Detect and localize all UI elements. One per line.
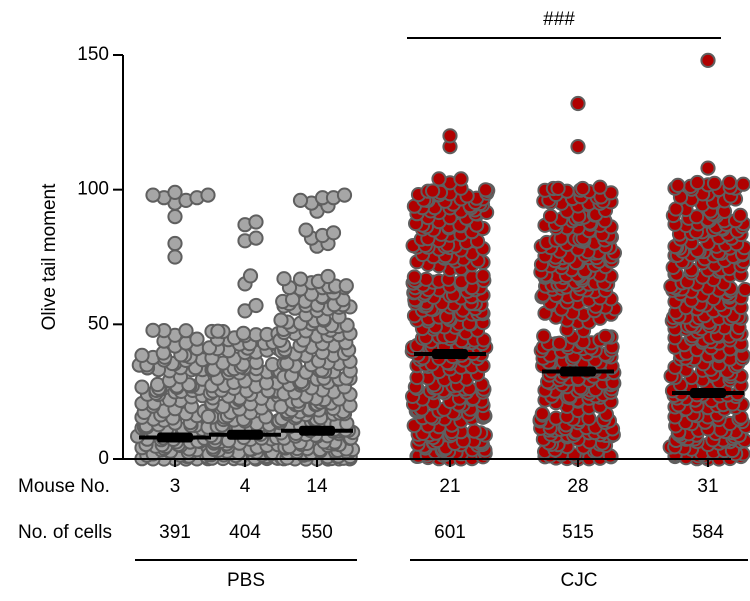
data-point	[273, 312, 289, 328]
mouse-number: 28	[567, 476, 588, 497]
data-point	[689, 209, 705, 225]
series-28	[532, 95, 623, 467]
median-layer	[139, 348, 744, 443]
data-point	[550, 180, 566, 196]
data-point	[248, 297, 264, 314]
significance-bracket: ###	[407, 9, 721, 39]
data-point	[570, 139, 586, 155]
cell-count: 601	[434, 522, 466, 543]
mouse-number: 14	[306, 476, 328, 497]
data-point	[575, 180, 591, 197]
cell-count: 404	[229, 522, 261, 543]
data-point	[597, 328, 614, 344]
data-point	[248, 214, 264, 230]
group-label-cjc: CJC	[561, 570, 598, 591]
points-layer	[130, 52, 750, 467]
mouse-number: 31	[697, 476, 718, 497]
x-axis	[123, 458, 731, 467]
mouse-number: 21	[439, 476, 460, 497]
median-ci-bar	[690, 388, 726, 399]
data-point	[210, 323, 226, 339]
data-point	[320, 268, 336, 285]
data-point	[406, 269, 422, 285]
data-point	[721, 174, 738, 190]
data-point	[442, 128, 458, 144]
row-values: 3 391 4 404 14 550 21 601 28 515 31 584	[159, 476, 724, 543]
data-point	[431, 171, 447, 187]
data-point	[178, 323, 194, 339]
data-point	[189, 331, 205, 347]
cell-count: 515	[562, 522, 594, 543]
data-point	[276, 271, 292, 287]
data-point	[689, 174, 706, 191]
data-point	[570, 95, 586, 112]
data-point	[235, 325, 251, 341]
data-point	[298, 222, 314, 238]
y-axis: 0 50 100 150	[77, 44, 124, 469]
group-brackets: PBS CJC	[135, 559, 748, 591]
mouse-number: 4	[240, 476, 251, 497]
data-point	[466, 423, 482, 439]
mouse-row-label: Mouse No.	[18, 476, 110, 497]
data-point	[475, 268, 491, 284]
data-point	[200, 187, 216, 203]
data-point	[292, 192, 309, 208]
cell-count: 391	[159, 522, 191, 543]
data-point	[453, 171, 469, 187]
data-point	[551, 335, 568, 351]
y-tick-label: 100	[77, 179, 109, 200]
median-ci-bar	[157, 432, 193, 443]
mouse-number: 3	[170, 476, 181, 497]
data-point	[167, 184, 183, 200]
median-ci-bar	[299, 425, 335, 436]
data-point	[706, 175, 723, 191]
data-point	[336, 187, 353, 203]
data-point	[325, 225, 342, 241]
data-point	[700, 52, 716, 69]
data-point	[338, 278, 354, 294]
data-point	[425, 183, 441, 199]
data-point	[200, 408, 216, 425]
data-point	[134, 379, 150, 395]
median-ci-bar	[227, 429, 263, 440]
data-point	[536, 328, 552, 344]
median-ci-bar	[432, 348, 468, 359]
data-point	[248, 230, 264, 246]
y-tick-label: 50	[88, 313, 109, 334]
data-point	[134, 347, 150, 363]
data-point	[292, 271, 309, 287]
data-point	[735, 176, 750, 192]
series-21	[404, 128, 496, 467]
data-point	[167, 235, 183, 252]
significance-label: ###	[543, 9, 575, 30]
data-point	[732, 207, 748, 223]
cell-count: 550	[301, 522, 333, 543]
data-point	[145, 187, 161, 203]
median-ci-bar	[560, 366, 596, 377]
data-point	[478, 182, 494, 198]
data-point	[145, 322, 161, 338]
cell-count: 584	[692, 522, 724, 543]
data-point	[700, 160, 716, 176]
series-31	[662, 52, 750, 467]
data-point	[167, 249, 183, 265]
data-point	[167, 209, 183, 225]
data-point	[242, 268, 259, 284]
data-point	[542, 208, 559, 224]
y-axis-title: Olive tail moment	[39, 183, 60, 330]
cells-row-label: No. of cells	[18, 522, 112, 543]
data-point	[670, 177, 686, 193]
y-tick-label: 150	[77, 44, 109, 65]
y-tick-label: 0	[98, 448, 109, 469]
group-label-pbs: PBS	[227, 570, 265, 591]
data-point	[737, 281, 750, 298]
data-point	[592, 179, 608, 195]
series-14	[271, 187, 361, 467]
data-point	[534, 406, 550, 422]
